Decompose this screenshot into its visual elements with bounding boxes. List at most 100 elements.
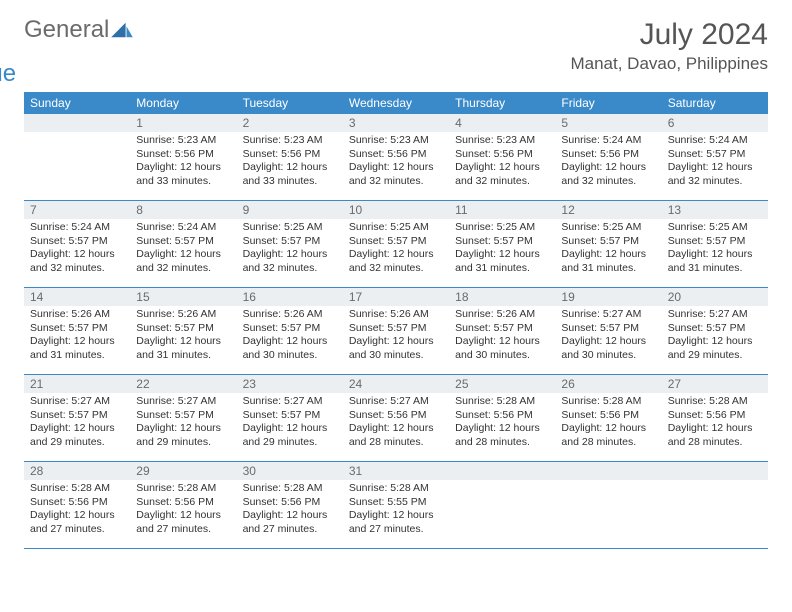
sunrise-line: Sunrise: 5:28 AM (136, 482, 230, 496)
sunrise-line: Sunrise: 5:23 AM (349, 134, 443, 148)
day-cell: 18Sunrise: 5:26 AMSunset: 5:57 PMDayligh… (449, 288, 555, 374)
sunset-line: Sunset: 5:57 PM (349, 235, 443, 249)
sunset-line: Sunset: 5:57 PM (243, 409, 337, 423)
sunset-line: Sunset: 5:57 PM (136, 235, 230, 249)
sunset-line: Sunset: 5:56 PM (349, 409, 443, 423)
day-cell: 28Sunrise: 5:28 AMSunset: 5:56 PMDayligh… (24, 462, 130, 548)
daylight-line: Daylight: 12 hours and 32 minutes. (243, 248, 337, 275)
daylight-line: Daylight: 12 hours and 30 minutes. (561, 335, 655, 362)
daylight-line: Daylight: 12 hours and 27 minutes. (136, 509, 230, 536)
day-cell: 1Sunrise: 5:23 AMSunset: 5:56 PMDaylight… (130, 114, 236, 200)
sunset-line: Sunset: 5:57 PM (455, 235, 549, 249)
day-cell: 8Sunrise: 5:24 AMSunset: 5:57 PMDaylight… (130, 201, 236, 287)
sunrise-line: Sunrise: 5:26 AM (243, 308, 337, 322)
sunrise-line: Sunrise: 5:27 AM (30, 395, 124, 409)
sunrise-line: Sunrise: 5:25 AM (668, 221, 762, 235)
sunrise-line: Sunrise: 5:27 AM (136, 395, 230, 409)
sunrise-line: Sunrise: 5:27 AM (349, 395, 443, 409)
sunrise-line: Sunrise: 5:23 AM (243, 134, 337, 148)
daylight-line: Daylight: 12 hours and 28 minutes. (349, 422, 443, 449)
daylight-line: Daylight: 12 hours and 31 minutes. (30, 335, 124, 362)
sunset-line: Sunset: 5:57 PM (30, 235, 124, 249)
day-cell: 7Sunrise: 5:24 AMSunset: 5:57 PMDaylight… (24, 201, 130, 287)
sunrise-line: Sunrise: 5:28 AM (30, 482, 124, 496)
day-body: Sunrise: 5:27 AMSunset: 5:57 PMDaylight:… (237, 393, 343, 454)
day-cell: 2Sunrise: 5:23 AMSunset: 5:56 PMDaylight… (237, 114, 343, 200)
day-body (662, 480, 768, 486)
sunrise-line: Sunrise: 5:28 AM (455, 395, 549, 409)
day-number (449, 462, 555, 480)
weekday-label: Tuesday (237, 92, 343, 114)
sunset-line: Sunset: 5:56 PM (561, 409, 655, 423)
day-body: Sunrise: 5:27 AMSunset: 5:57 PMDaylight:… (662, 306, 768, 367)
day-number (24, 114, 130, 132)
day-number: 12 (555, 201, 661, 219)
sunset-line: Sunset: 5:57 PM (136, 409, 230, 423)
day-cell (449, 462, 555, 548)
day-body: Sunrise: 5:25 AMSunset: 5:57 PMDaylight:… (237, 219, 343, 280)
day-number (555, 462, 661, 480)
day-body: Sunrise: 5:25 AMSunset: 5:57 PMDaylight:… (343, 219, 449, 280)
daylight-line: Daylight: 12 hours and 32 minutes. (349, 248, 443, 275)
daylight-line: Daylight: 12 hours and 32 minutes. (561, 161, 655, 188)
day-number: 1 (130, 114, 236, 132)
logo-text-general: General (24, 18, 109, 42)
sunset-line: Sunset: 5:57 PM (668, 235, 762, 249)
sunrise-line: Sunrise: 5:26 AM (30, 308, 124, 322)
day-cell: 17Sunrise: 5:26 AMSunset: 5:57 PMDayligh… (343, 288, 449, 374)
week-row: 1Sunrise: 5:23 AMSunset: 5:56 PMDaylight… (24, 114, 768, 201)
day-number: 25 (449, 375, 555, 393)
day-cell: 27Sunrise: 5:28 AMSunset: 5:56 PMDayligh… (662, 375, 768, 461)
week-row: 28Sunrise: 5:28 AMSunset: 5:56 PMDayligh… (24, 462, 768, 549)
sunset-line: Sunset: 5:57 PM (30, 409, 124, 423)
sunrise-line: Sunrise: 5:28 AM (561, 395, 655, 409)
daylight-line: Daylight: 12 hours and 32 minutes. (136, 248, 230, 275)
day-body: Sunrise: 5:23 AMSunset: 5:56 PMDaylight:… (237, 132, 343, 193)
day-cell: 30Sunrise: 5:28 AMSunset: 5:56 PMDayligh… (237, 462, 343, 548)
day-cell: 29Sunrise: 5:28 AMSunset: 5:56 PMDayligh… (130, 462, 236, 548)
day-number: 15 (130, 288, 236, 306)
sunset-line: Sunset: 5:56 PM (30, 496, 124, 510)
week-row: 14Sunrise: 5:26 AMSunset: 5:57 PMDayligh… (24, 288, 768, 375)
day-number: 10 (343, 201, 449, 219)
sunrise-line: Sunrise: 5:24 AM (668, 134, 762, 148)
sunrise-line: Sunrise: 5:25 AM (243, 221, 337, 235)
day-body: Sunrise: 5:25 AMSunset: 5:57 PMDaylight:… (662, 219, 768, 280)
day-number: 8 (130, 201, 236, 219)
daylight-line: Daylight: 12 hours and 30 minutes. (243, 335, 337, 362)
day-body: Sunrise: 5:24 AMSunset: 5:57 PMDaylight:… (24, 219, 130, 280)
weekday-label: Sunday (24, 92, 130, 114)
daylight-line: Daylight: 12 hours and 32 minutes. (668, 161, 762, 188)
sunrise-line: Sunrise: 5:25 AM (561, 221, 655, 235)
day-number: 19 (555, 288, 661, 306)
month-title: July 2024 (570, 18, 768, 52)
sunset-line: Sunset: 5:56 PM (243, 496, 337, 510)
day-body: Sunrise: 5:27 AMSunset: 5:56 PMDaylight:… (343, 393, 449, 454)
sunrise-line: Sunrise: 5:23 AM (136, 134, 230, 148)
sunrise-line: Sunrise: 5:24 AM (561, 134, 655, 148)
daylight-line: Daylight: 12 hours and 29 minutes. (668, 335, 762, 362)
day-number: 23 (237, 375, 343, 393)
day-number: 5 (555, 114, 661, 132)
sunset-line: Sunset: 5:57 PM (668, 148, 762, 162)
day-cell: 11Sunrise: 5:25 AMSunset: 5:57 PMDayligh… (449, 201, 555, 287)
daylight-line: Daylight: 12 hours and 27 minutes. (349, 509, 443, 536)
day-cell: 19Sunrise: 5:27 AMSunset: 5:57 PMDayligh… (555, 288, 661, 374)
daylight-line: Daylight: 12 hours and 31 minutes. (136, 335, 230, 362)
sunrise-line: Sunrise: 5:26 AM (349, 308, 443, 322)
day-number: 4 (449, 114, 555, 132)
title-block: July 2024 Manat, Davao, Philippines (570, 18, 768, 74)
sunset-line: Sunset: 5:56 PM (455, 148, 549, 162)
day-body: Sunrise: 5:25 AMSunset: 5:57 PMDaylight:… (449, 219, 555, 280)
logo: General Blue (24, 18, 133, 86)
weekday-label: Thursday (449, 92, 555, 114)
week-row: 21Sunrise: 5:27 AMSunset: 5:57 PMDayligh… (24, 375, 768, 462)
sunset-line: Sunset: 5:57 PM (136, 322, 230, 336)
day-number: 9 (237, 201, 343, 219)
day-body: Sunrise: 5:26 AMSunset: 5:57 PMDaylight:… (24, 306, 130, 367)
day-number: 3 (343, 114, 449, 132)
day-body: Sunrise: 5:28 AMSunset: 5:56 PMDaylight:… (24, 480, 130, 541)
weekday-label: Monday (130, 92, 236, 114)
day-number: 13 (662, 201, 768, 219)
header: General Blue July 2024 Manat, Davao, Phi… (24, 18, 768, 86)
